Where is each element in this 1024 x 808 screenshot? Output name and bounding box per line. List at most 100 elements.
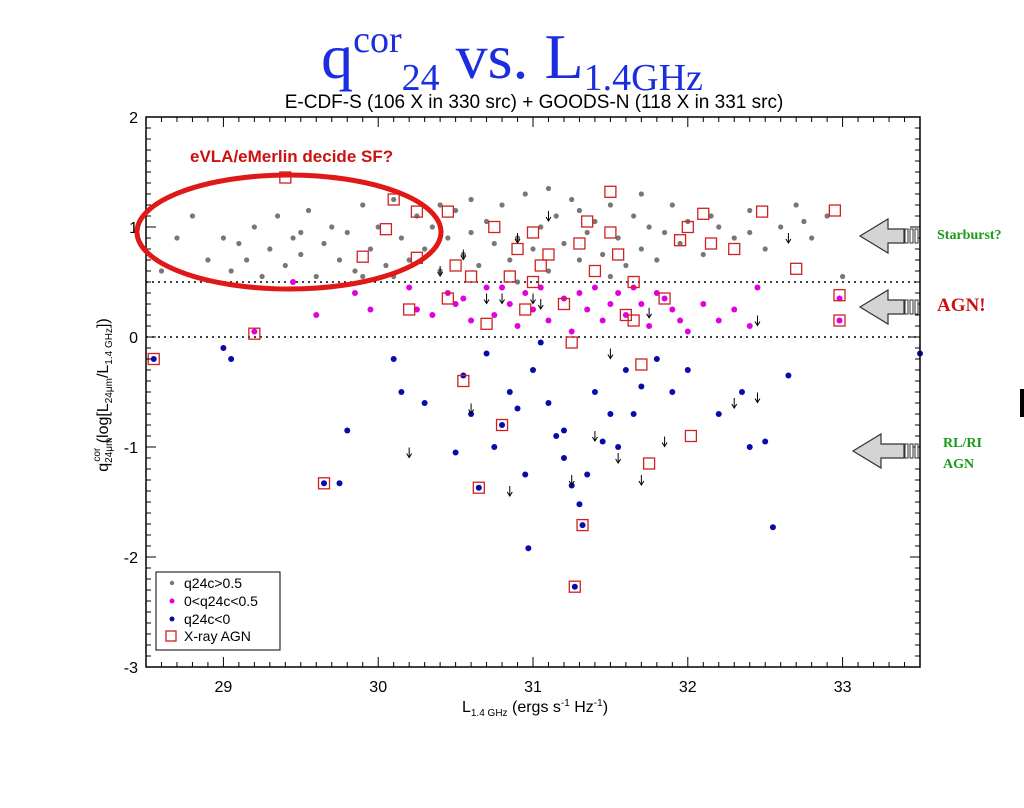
point-s1-34 — [684, 328, 691, 335]
point-s0-66 — [731, 235, 737, 241]
point-s0-56 — [631, 213, 637, 219]
point-s0-45 — [545, 268, 552, 274]
point-s0-53 — [607, 202, 614, 208]
xray-agn-marker-12 — [457, 374, 470, 388]
y-tick-label-0: -3 — [124, 660, 138, 677]
point-s1-26 — [615, 290, 622, 296]
point-s0-55 — [623, 262, 629, 269]
point-s2-0 — [150, 356, 157, 362]
point-s1-18 — [545, 317, 552, 324]
xray-agn-marker-28 — [588, 264, 602, 278]
x-axis-label: L1.4 GHz (ergs s-1 Hz-1) — [462, 698, 608, 719]
point-s0-68 — [762, 246, 768, 252]
title-vs: vs. L — [439, 21, 584, 92]
xray-agn-marker-7 — [403, 303, 416, 316]
point-s2-27 — [591, 389, 598, 395]
y-tick-label-2: -1 — [124, 440, 138, 457]
xray-agn-marker-4 — [356, 250, 369, 263]
legend-grey-dot — [169, 580, 175, 586]
point-s1-44 — [499, 284, 506, 291]
point-s1-14 — [514, 323, 521, 329]
upper-limit-arrow-9 — [568, 475, 575, 486]
point-s0-80 — [708, 213, 714, 219]
point-s0-47 — [561, 240, 567, 247]
point-s0-59 — [654, 257, 660, 263]
point-s1-11 — [483, 284, 490, 291]
title-cor: cor — [353, 19, 402, 61]
point-s2-20 — [537, 339, 544, 346]
point-s0-48 — [569, 196, 575, 203]
point-s2-40 — [769, 524, 776, 531]
point-s1-5 — [406, 284, 413, 291]
x-tick-label-0: 29 — [215, 679, 233, 696]
evla-ellipse — [134, 172, 444, 292]
xray-agn-marker-38 — [684, 429, 698, 443]
legend-magenta-dot — [169, 598, 175, 604]
upper-limit-arrow-13 — [638, 475, 645, 486]
slide-title: qcor24 vs. L1.4GHz — [0, 0, 1024, 120]
xray-agn-marker-21 — [526, 226, 540, 239]
point-s0-62 — [677, 240, 683, 247]
point-s0-60 — [661, 229, 668, 236]
point-s1-42 — [452, 301, 459, 307]
point-s2-34 — [653, 356, 660, 362]
point-s1-32 — [669, 306, 676, 313]
point-s0-32 — [445, 235, 451, 241]
xray-agn-marker-30 — [611, 248, 625, 261]
point-s0-84 — [576, 207, 583, 214]
y-tick-label-4: 1 — [129, 220, 138, 237]
point-s1-16 — [530, 306, 536, 313]
point-s0-17 — [329, 224, 335, 230]
y-tick-label-5: 2 — [129, 110, 138, 127]
xray-agn-marker-23 — [542, 248, 555, 261]
arrow-agn-shape — [858, 288, 905, 326]
xray-agn-marker-51 — [526, 275, 540, 289]
arrow-rl-ri — [851, 432, 919, 470]
point-s0-71 — [809, 235, 815, 241]
point-s2-46 — [762, 438, 769, 445]
point-s1-1 — [290, 279, 297, 285]
point-s0-87 — [801, 218, 807, 225]
point-s1-24 — [599, 317, 606, 324]
xray-agn-marker-1 — [248, 327, 261, 340]
point-s2-6 — [390, 356, 397, 362]
point-s0-27 — [406, 257, 412, 263]
xray-agn-marker-29 — [604, 185, 617, 198]
point-s1-35 — [700, 301, 707, 307]
point-s0-40 — [507, 257, 513, 263]
point-s0-15 — [313, 273, 319, 280]
point-s0-82 — [360, 273, 366, 280]
xray-agn-marker-48 — [576, 518, 589, 532]
xray-agn-marker-25 — [565, 336, 578, 349]
point-s2-9 — [452, 449, 459, 456]
point-s0-79 — [638, 191, 644, 197]
point-s0-61 — [669, 202, 675, 208]
point-s1-22 — [584, 306, 591, 313]
point-s0-11 — [282, 262, 288, 269]
point-s0-18 — [336, 257, 343, 263]
xray-agn-marker-32 — [627, 275, 640, 289]
x-tick-label-1: 30 — [369, 679, 387, 696]
point-s2-31 — [622, 367, 629, 373]
xray-agn-marker-19 — [511, 242, 524, 256]
point-s0-44 — [538, 224, 544, 230]
upper-limit-arrow-4 — [499, 293, 505, 305]
point-s1-30 — [646, 323, 653, 329]
xray-agn-marker-36 — [673, 234, 687, 247]
xray-agn-marker-5 — [379, 223, 393, 236]
point-s1-20 — [568, 328, 575, 335]
xray-agn-marker-27 — [581, 215, 594, 228]
point-s2-18 — [522, 471, 529, 478]
upper-limit-arrow-8 — [545, 211, 552, 222]
point-s2-44 — [571, 583, 578, 590]
legend-label-xray: X-ray AGN — [184, 628, 251, 644]
xray-agn-marker-3 — [317, 477, 331, 490]
xray-agn-marker-50 — [441, 292, 455, 305]
xray-agn-marker-43 — [790, 262, 803, 275]
legend: q24c>0.5 0<q24c<0.5 q24c<0 X-ray AGN — [155, 571, 281, 651]
point-s0-13 — [298, 251, 304, 258]
point-s0-7 — [251, 224, 257, 230]
point-s1-0 — [251, 328, 258, 335]
point-s0-51 — [592, 218, 598, 225]
point-s1-39 — [754, 284, 761, 291]
